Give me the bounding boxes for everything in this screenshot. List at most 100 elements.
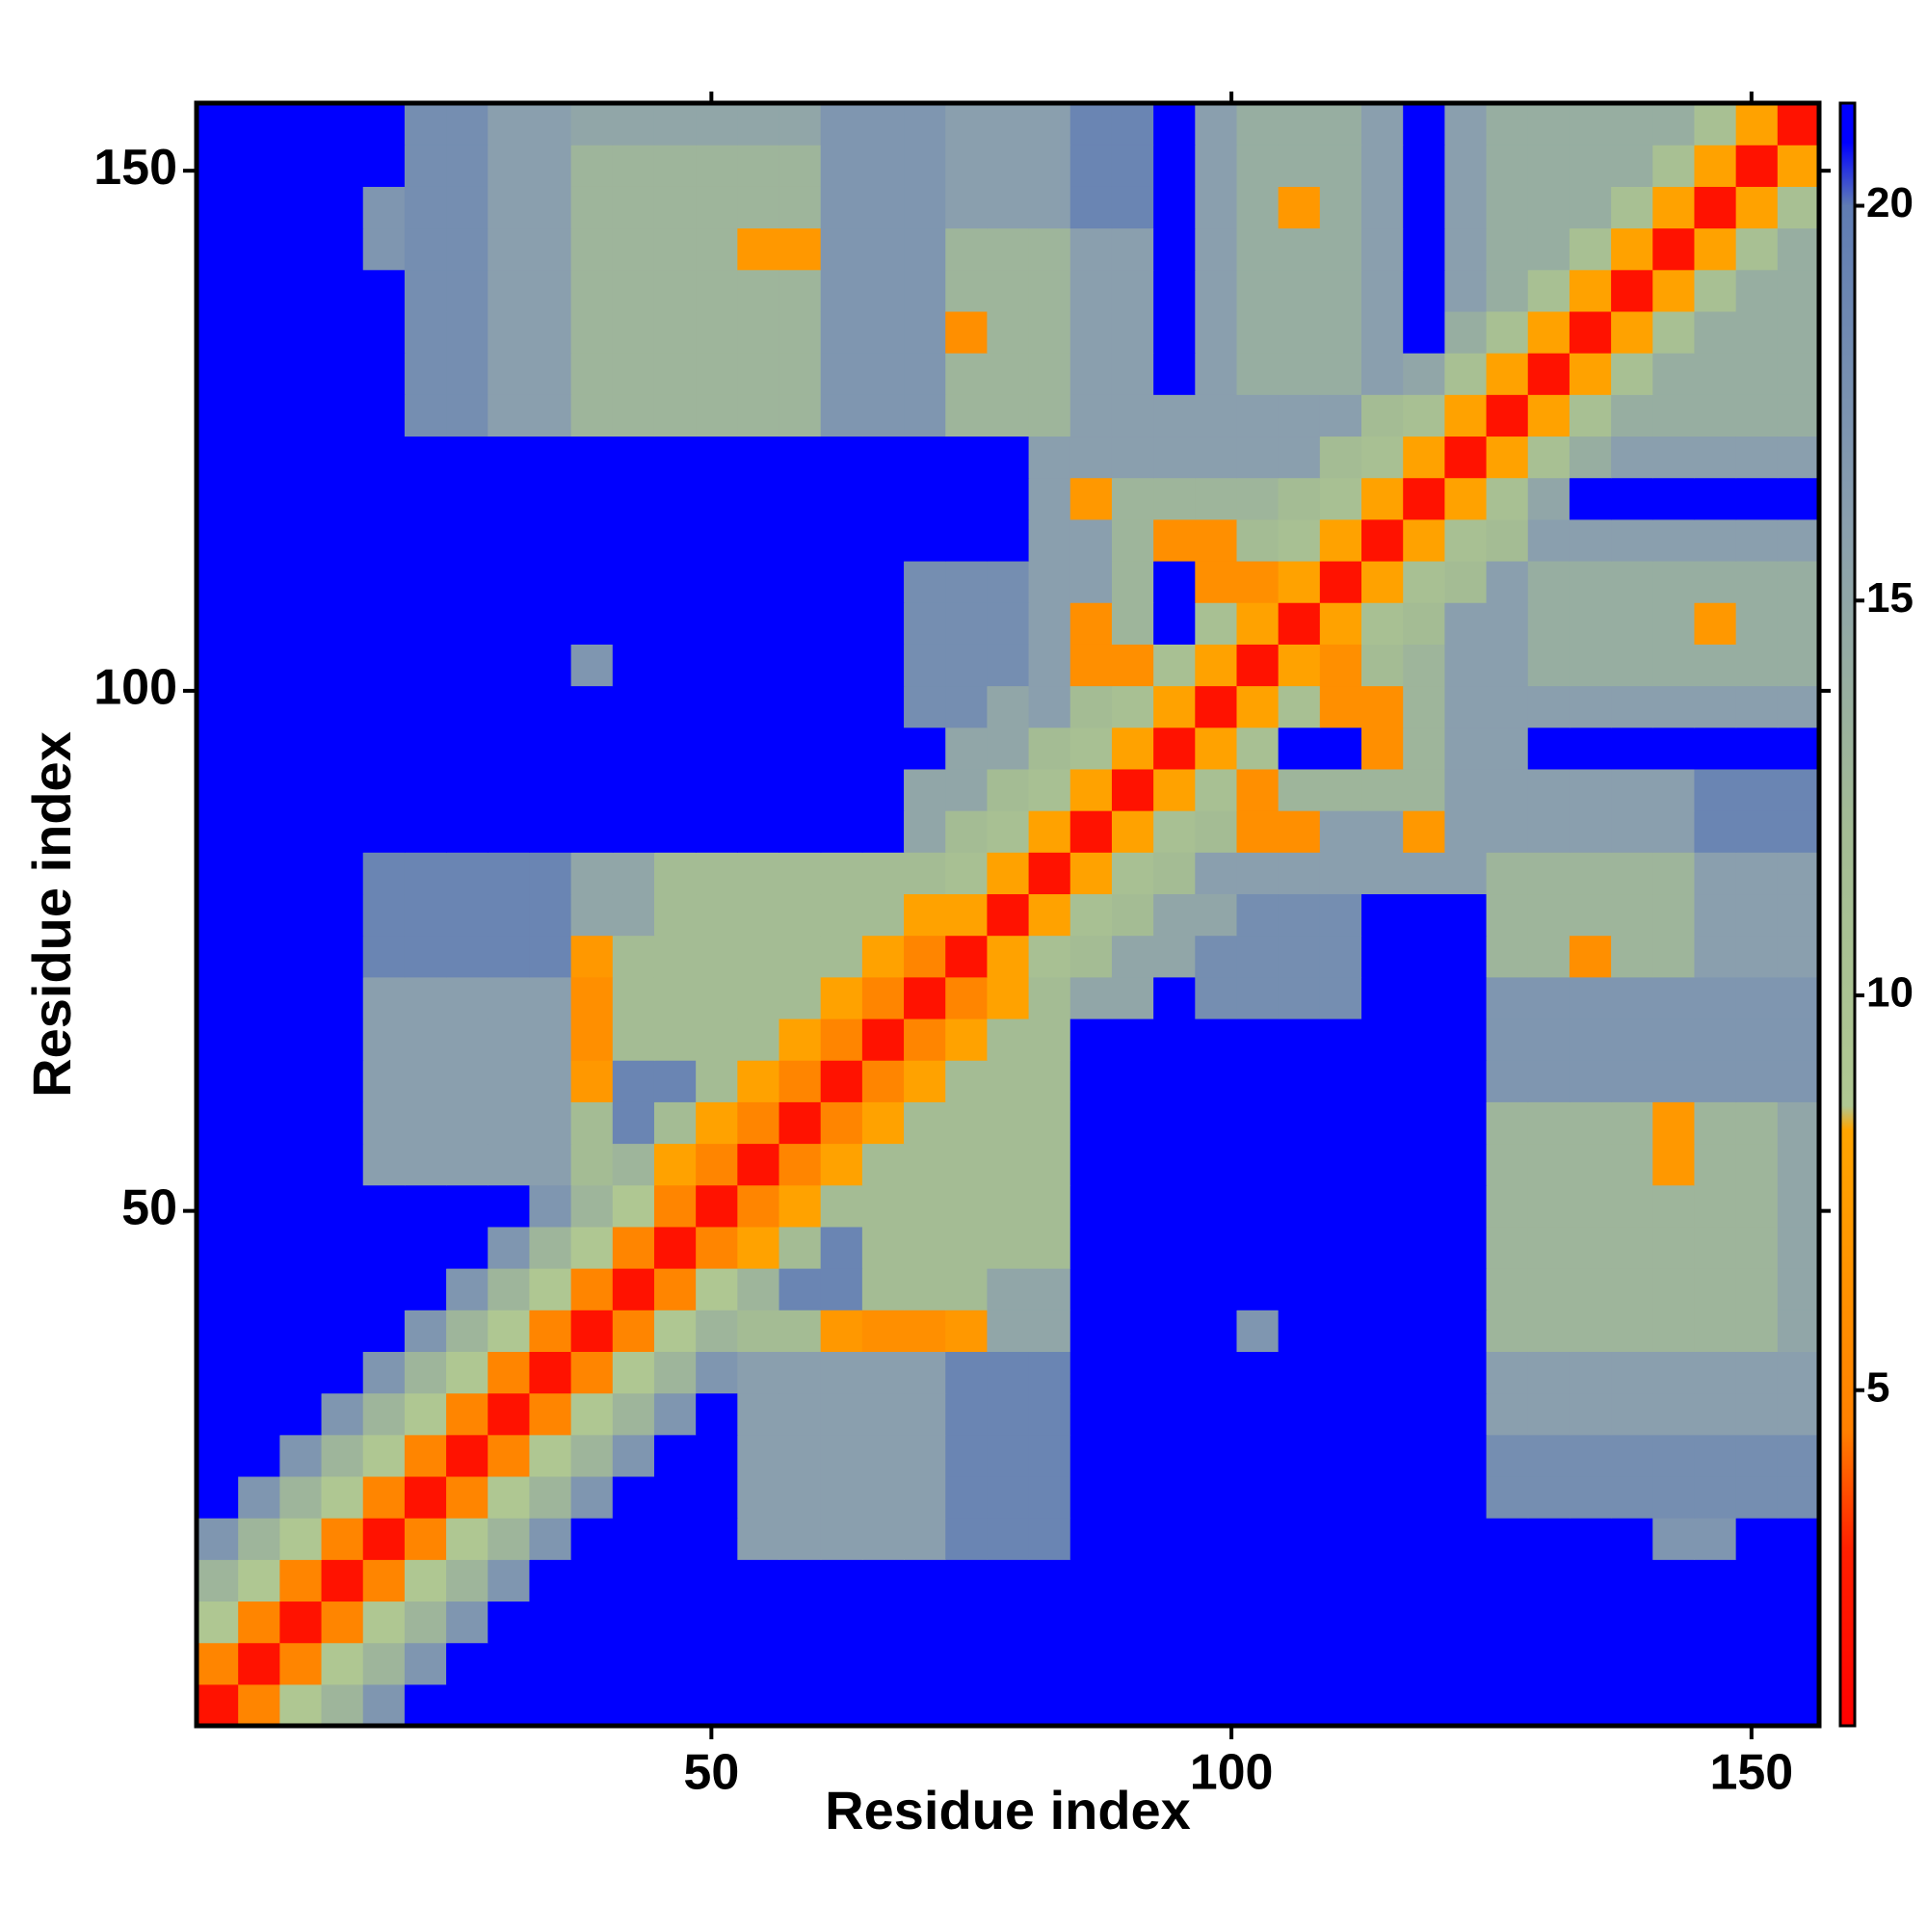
heatmap-cell [904,269,946,312]
heatmap-cell [904,1601,946,1644]
heatmap-cell [653,1683,697,1727]
heatmap-cell [362,1101,406,1145]
heatmap-cell [1486,186,1529,229]
heatmap-cell [1486,227,1529,271]
heatmap-cell [446,1601,488,1644]
heatmap-cell [696,768,738,811]
heatmap-cell [1777,1475,1820,1519]
heatmap-cell [1735,227,1779,271]
heatmap-cell [1444,1226,1488,1269]
heatmap-cell [1735,935,1779,978]
heatmap-cell [861,145,905,187]
heatmap-cell [861,186,905,229]
heatmap-cell [904,727,946,770]
heatmap-cell [1028,1060,1071,1102]
heatmap-cell [653,227,697,271]
heatmap-cell [1444,145,1488,187]
heatmap-cell [197,1642,239,1685]
heatmap-cell [279,1060,323,1102]
heatmap-cell [1111,935,1154,978]
heatmap-cell [529,518,572,562]
heatmap-cell [1611,644,1653,687]
heatmap-cell [1527,353,1571,395]
heatmap-cell [1569,976,1612,1019]
heatmap-cell [1278,727,1321,770]
heatmap-cell [987,852,1030,895]
heatmap-cell [570,186,614,229]
heatmap-cell [570,518,614,562]
heatmap-cell [1195,353,1238,395]
heatmap-cell [820,1434,863,1477]
heatmap-cell [820,1683,863,1727]
heatmap-cell [279,1518,323,1560]
heatmap-cell [1028,1518,1071,1560]
heatmap-cell [529,1184,572,1228]
heatmap-cell [1444,477,1488,520]
heatmap-cell [570,1268,614,1310]
heatmap-cell [1527,1518,1571,1560]
heatmap-cell [1694,310,1737,354]
heatmap-cell [904,477,946,520]
heatmap-cell [1527,1559,1571,1602]
heatmap-cell [570,810,614,853]
heatmap-cell [404,893,447,937]
heatmap-cell [1361,518,1404,562]
heatmap-cell [1195,269,1238,312]
heatmap-cell [653,1143,697,1186]
heatmap-cell [238,644,280,687]
heatmap-cell [779,269,822,312]
heatmap-cell [1195,103,1238,146]
heatmap-cell [197,976,239,1019]
heatmap-cell [1361,186,1404,229]
heatmap-cell [1069,1392,1113,1436]
heatmap-cell [696,436,738,479]
heatmap-cell [1611,1351,1653,1394]
heatmap-cell [529,436,572,479]
heatmap-cell [1195,1143,1238,1186]
heatmap-cell [1028,644,1071,687]
heatmap-cell [1153,1642,1196,1685]
heatmap-cell [362,935,406,978]
heatmap-cell [779,353,822,395]
heatmap-cell [404,1601,447,1644]
heatmap-cell [1195,1642,1238,1685]
heatmap-cell [1028,560,1071,603]
heatmap-cell [1111,727,1154,770]
heatmap-cell [404,852,447,895]
heatmap-cell [1278,1475,1321,1519]
heatmap-cell [1195,685,1238,728]
heatmap-cell [238,1434,280,1477]
heatmap-cell [321,644,364,687]
heatmap-cell [529,1434,572,1477]
heatmap-cell [238,727,280,770]
heatmap-cell [1153,145,1196,187]
heatmap-cell [529,810,572,853]
heatmap-cell [820,602,863,645]
heatmap-cell [197,436,239,479]
heatmap-cell [1777,976,1820,1019]
heatmap-cell [570,644,614,687]
heatmap-cell [1361,1310,1404,1352]
heatmap-cell [1028,1268,1071,1310]
heatmap-cell [1403,1475,1445,1519]
heatmap-cell [987,560,1030,603]
heatmap-cell [1028,1018,1071,1061]
heatmap-cell [1735,852,1779,895]
heatmap-cell [529,145,572,187]
heatmap-cell [696,1060,738,1102]
heatmap-cell [1361,685,1404,728]
heatmap-cell [1611,1601,1653,1644]
heatmap-cell [362,685,406,728]
heatmap-cell [653,145,697,187]
heatmap-cell [612,810,655,853]
heatmap-cell [653,186,697,229]
heatmap [197,103,1820,1727]
heatmap-cell [1069,1060,1113,1102]
heatmap-cell [1611,1268,1653,1310]
heatmap-cell [362,1475,406,1519]
heatmap-cell [1444,269,1488,312]
heatmap-cell [737,1518,780,1560]
heatmap-cell [987,1060,1030,1102]
heatmap-cell [1652,1310,1696,1352]
heatmap-cell [1527,145,1571,187]
